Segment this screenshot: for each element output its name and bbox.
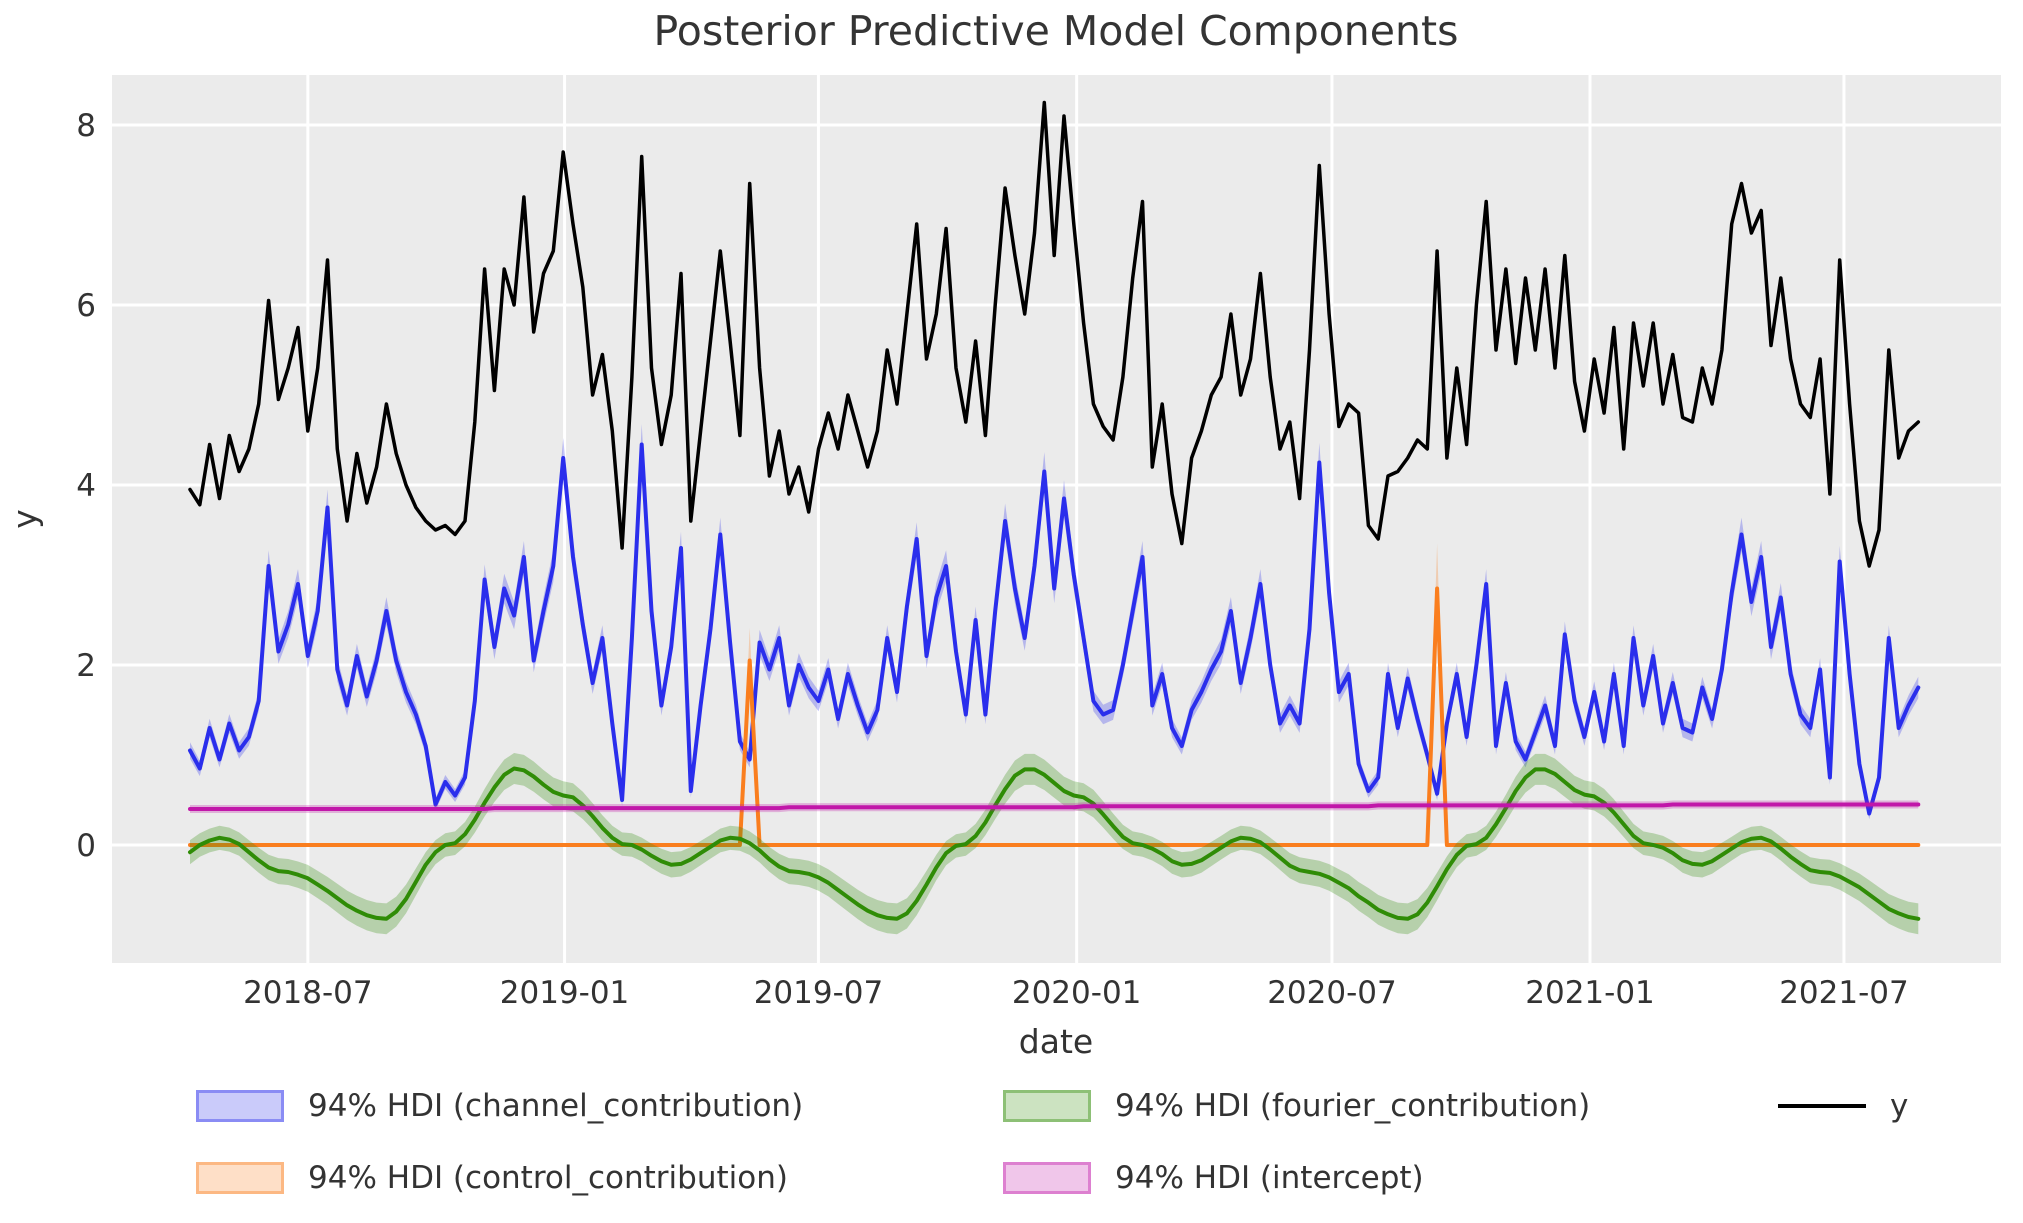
legend-label-intercept: 94% HDI (intercept) (1115, 1160, 1424, 1196)
y-tick-label: 4 (76, 468, 96, 504)
legend-label-channel_contribution: 94% HDI (channel_contribution) (308, 1088, 804, 1124)
legend-label-y: y (1890, 1088, 1909, 1124)
legend-item-intercept: 94% HDI (intercept) (1003, 1160, 1424, 1196)
series-line-control_contribution (188, 586, 1921, 847)
y-axis-label: y (5, 509, 44, 529)
legend-item-y: y (1778, 1088, 1908, 1124)
x-tick-label: 2020-07 (1267, 975, 1397, 1011)
x-tick-label: 2021-01 (1525, 975, 1655, 1011)
series-line-intercept (188, 802, 1921, 811)
data-layer (188, 100, 1921, 935)
x-tick-label: 2020-01 (1012, 975, 1142, 1011)
legend-swatch-intercept (1003, 1162, 1091, 1194)
legend-line-bar (1778, 1104, 1866, 1108)
series-line-y (188, 100, 1921, 568)
legend-item-fourier_contribution: 94% HDI (fourier_contribution) (1003, 1088, 1590, 1124)
legend-line-sample-y (1778, 1090, 1866, 1122)
legend-item-control_contribution: 94% HDI (control_contribution) (196, 1160, 788, 1196)
x-tick-label: 2019-01 (500, 975, 630, 1011)
legend-item-channel_contribution: 94% HDI (channel_contribution) (196, 1088, 803, 1124)
series-line-fourier_contribution (188, 766, 1921, 921)
y-tick-label: 8 (76, 108, 96, 144)
chart-title: Posterior Predictive Model Components (654, 7, 1459, 55)
legend-swatch-control_contribution (196, 1162, 284, 1194)
x-tick-label: 2018-07 (243, 975, 373, 1011)
y-tick-label: 2 (76, 648, 96, 684)
y-tick-label: 6 (76, 288, 96, 324)
y-tick-label: 0 (76, 828, 96, 864)
legend-swatch-channel_contribution (196, 1090, 284, 1122)
x-tick-label: 2021-07 (1779, 975, 1909, 1011)
legend-swatch-fourier_contribution (1003, 1090, 1091, 1122)
series-line-channel_contribution (188, 442, 1921, 816)
tick-layer: 2018-07 2019-01 2019-07 2020-01 2020-07 2021-… (76, 108, 1908, 1011)
x-tick-label: 2019-07 (754, 975, 884, 1011)
legend-label-fourier_contribution: 94% HDI (fourier_contribution) (1115, 1088, 1591, 1124)
grid-layer (112, 75, 2001, 963)
x-axis-label: date (1019, 1022, 1093, 1061)
legend-label-control_contribution: 94% HDI (control_contribution) (308, 1160, 788, 1196)
hdi-band-fourier_contribution (190, 753, 1919, 935)
